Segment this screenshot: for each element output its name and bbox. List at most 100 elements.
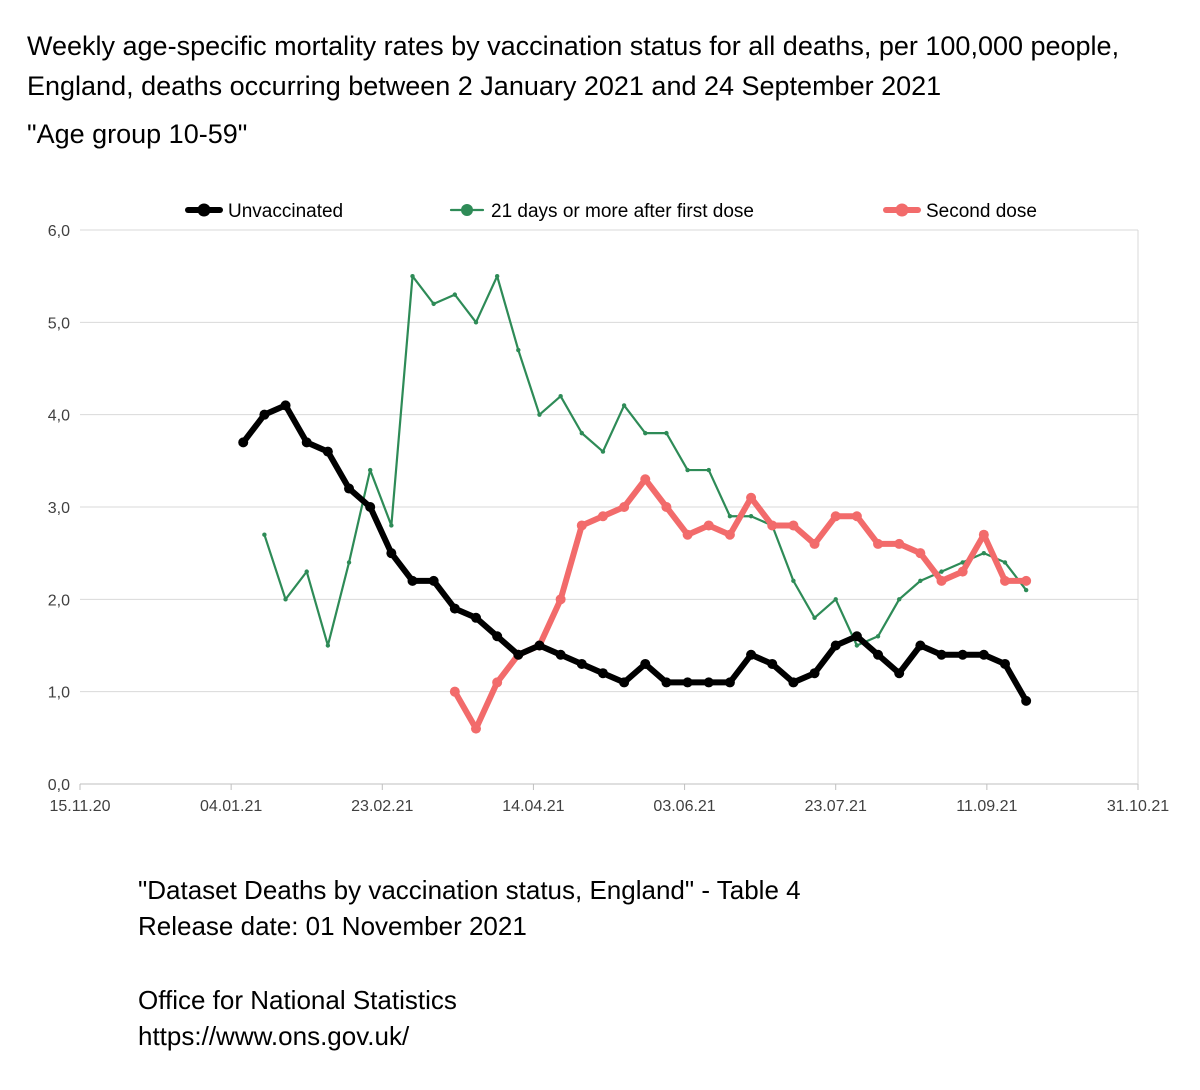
x-tick-label: 31.10.21	[1107, 798, 1169, 815]
data-point	[894, 538, 905, 549]
data-point	[1023, 587, 1029, 593]
data-point	[238, 437, 249, 448]
data-point	[513, 649, 524, 660]
data-point	[492, 677, 503, 688]
data-point	[791, 578, 796, 584]
data-point	[978, 649, 989, 660]
footer-source: "Dataset Deaths by vaccination status, E…	[138, 875, 801, 905]
data-point	[978, 529, 989, 540]
data-point	[365, 502, 376, 512]
data-point	[999, 575, 1010, 586]
series-line	[451, 476, 1030, 732]
data-point	[957, 566, 968, 577]
legend-swatch-marker	[197, 203, 211, 217]
x-tick-label: 04.01.21	[200, 798, 262, 815]
data-point	[788, 520, 799, 531]
data-point	[555, 594, 566, 605]
data-point	[470, 612, 481, 623]
data-point	[346, 560, 352, 565]
y-tick-label: 4,0	[48, 408, 70, 425]
data-point	[685, 467, 690, 473]
data-point	[706, 467, 711, 473]
data-point	[492, 631, 503, 642]
data-point	[830, 640, 841, 651]
data-point	[621, 403, 627, 408]
data-point	[936, 575, 947, 586]
data-point	[322, 446, 333, 457]
data-point	[851, 511, 862, 522]
y-tick-label: 5,0	[48, 315, 70, 332]
data-point	[449, 603, 460, 614]
data-point	[746, 649, 757, 660]
chart-subtitle: "Age group 10-59"	[27, 119, 248, 149]
data-point	[875, 634, 881, 639]
legend-label: Second dose	[926, 201, 1037, 222]
data-point	[537, 412, 542, 417]
chart-title: Weekly age-specific mortality rates by v…	[27, 26, 1187, 106]
data-point	[960, 560, 965, 565]
data-point	[452, 292, 458, 297]
data-point	[576, 520, 587, 531]
data-point	[682, 677, 693, 688]
data-point	[981, 550, 987, 556]
data-point	[833, 597, 838, 602]
x-tick-label: 15.11.20	[49, 798, 110, 815]
data-point	[915, 548, 926, 559]
legend-label: Unvaccinated	[228, 201, 343, 222]
y-tick-label: 6,0	[48, 223, 70, 240]
data-point	[1002, 560, 1008, 565]
data-point	[301, 437, 312, 448]
data-point	[1021, 575, 1032, 586]
data-point	[555, 649, 566, 660]
data-point	[643, 430, 648, 436]
data-point	[661, 677, 672, 688]
data-point	[470, 723, 481, 734]
data-point	[259, 409, 270, 420]
data-point	[579, 430, 584, 436]
legend-label: 21 days or more after first dose	[491, 201, 754, 222]
x-tick-label: 11.09.21	[956, 798, 1017, 815]
x-tick-label: 14.04.21	[502, 798, 564, 815]
data-point	[449, 686, 460, 697]
data-point	[619, 502, 630, 512]
data-point	[558, 394, 563, 399]
data-point	[894, 668, 905, 679]
data-point	[724, 529, 735, 540]
data-point	[325, 643, 331, 648]
data-point	[809, 538, 820, 549]
data-point	[703, 520, 714, 531]
data-point	[1021, 695, 1032, 706]
data-point	[576, 658, 587, 669]
data-point	[664, 430, 669, 436]
data-point	[767, 658, 778, 669]
data-point	[851, 631, 862, 642]
y-tick-label: 0,0	[48, 777, 70, 794]
footer-organization: Office for National Statistics	[138, 985, 457, 1015]
chart-title-line-1: Weekly age-specific mortality rates by v…	[27, 31, 1120, 61]
data-point	[367, 467, 373, 473]
x-tick-label: 03.06.21	[653, 798, 715, 815]
data-point	[428, 575, 439, 586]
footer-url: https://www.ons.gov.uk/	[138, 1021, 410, 1051]
x-tick-label: 23.02.21	[351, 798, 413, 815]
data-point	[597, 668, 608, 679]
data-point	[767, 520, 778, 531]
data-point	[939, 569, 944, 574]
chart-title-line-2: England, deaths occurring between 2 Janu…	[27, 71, 942, 101]
data-point	[389, 523, 394, 528]
data-point	[748, 514, 754, 519]
data-point	[262, 532, 267, 537]
data-point	[746, 492, 757, 503]
data-point	[999, 658, 1010, 669]
x-tick-label: 23.07.21	[805, 798, 867, 815]
data-point	[534, 640, 545, 651]
data-point	[407, 575, 418, 586]
data-point	[280, 400, 291, 411]
data-point	[640, 658, 651, 669]
data-point	[957, 649, 968, 660]
data-point	[494, 273, 500, 279]
data-point	[727, 514, 733, 519]
data-point	[640, 474, 651, 485]
data-point	[915, 640, 926, 651]
